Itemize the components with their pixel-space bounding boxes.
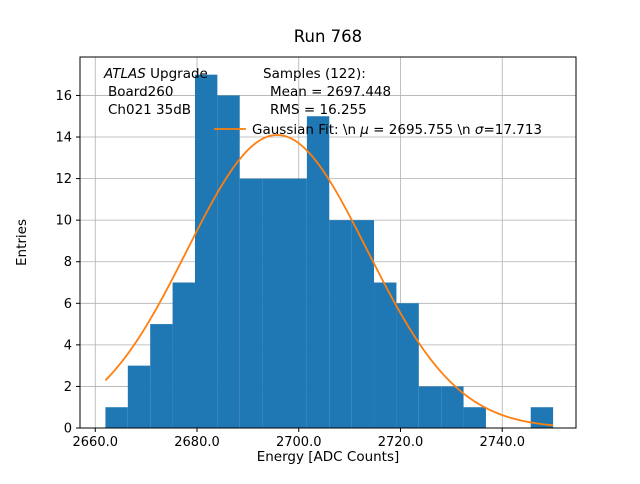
histogram-bar <box>105 407 128 428</box>
x-axis-label: Energy [ADC Counts] <box>257 449 400 465</box>
y-axis-label: Entries <box>14 219 30 266</box>
histogram-bar <box>284 178 307 428</box>
histogram-bar <box>329 220 352 428</box>
y-tick-label: 8 <box>64 255 72 270</box>
gaussian-fit-curve <box>104 134 554 427</box>
legend-mu-value: = 2695.755 \n <box>369 122 475 138</box>
annotation-atlas-rest: Upgrade <box>146 66 208 82</box>
histogram-bar <box>262 178 285 428</box>
legend-sigma-value: =17.713 <box>483 122 542 138</box>
legend-mu-symbol: μ <box>359 122 369 138</box>
histogram-bar <box>239 178 263 428</box>
x-tick-label: 2700.0 <box>276 435 322 450</box>
histogram-bar <box>463 407 486 428</box>
y-tick-label: 14 <box>55 131 72 146</box>
legend-gaussian-label: Gaussian Fit: \n μ = 2695.755 \n σ=17.71… <box>252 122 542 138</box>
legend-sigma-symbol: σ <box>475 122 484 138</box>
y-tick-label: 4 <box>64 338 72 353</box>
x-tick-label: 2660.0 <box>73 435 119 450</box>
chart-title: Run 768 <box>294 27 362 46</box>
annotation-atlas-upgrade: ATLAS Upgrade <box>103 66 208 82</box>
annotation-rms: RMS = 16.255 <box>270 102 367 118</box>
histogram-bar <box>217 95 240 428</box>
x-tick-label: 2680.0 <box>174 435 220 450</box>
histogram-bar <box>441 386 464 428</box>
histogram-bar <box>150 324 173 428</box>
histogram-bar <box>418 386 442 428</box>
histogram-bar <box>127 365 151 428</box>
histogram-bar <box>396 303 419 428</box>
plot-border <box>79 56 577 429</box>
x-tick-label: 2740.0 <box>479 435 525 450</box>
legend-gaussian-prefix: Gaussian Fit: \n <box>252 122 360 138</box>
y-tick-label: 16 <box>55 89 72 104</box>
annotation-mean: Mean = 2697.448 <box>270 84 391 100</box>
annotation-samples: Samples (122): <box>263 66 366 82</box>
histogram-bar <box>172 282 195 428</box>
y-tick-label: 12 <box>55 172 72 187</box>
x-axis: 2660.0 2680.0 2700.0 2720.0 2740.0 <box>73 428 525 450</box>
y-axis: 0 2 4 6 8 10 12 14 16 <box>55 89 80 437</box>
y-tick-label: 0 <box>64 422 72 437</box>
histogram-bar <box>374 282 397 428</box>
histogram-bar <box>306 116 330 429</box>
annotation-board: Board260 <box>108 84 173 100</box>
y-tick-label: 6 <box>64 297 72 312</box>
x-tick-label: 2720.0 <box>378 435 424 450</box>
histogram-bars <box>105 74 554 429</box>
histogram-bar <box>194 74 218 429</box>
histogram-bar <box>351 220 375 428</box>
y-tick-label: 10 <box>55 214 72 229</box>
y-tick-label: 2 <box>64 380 72 395</box>
annotation-channel: Ch021 35dB <box>108 102 191 118</box>
annotation-atlas-italic: ATLAS <box>103 66 146 82</box>
